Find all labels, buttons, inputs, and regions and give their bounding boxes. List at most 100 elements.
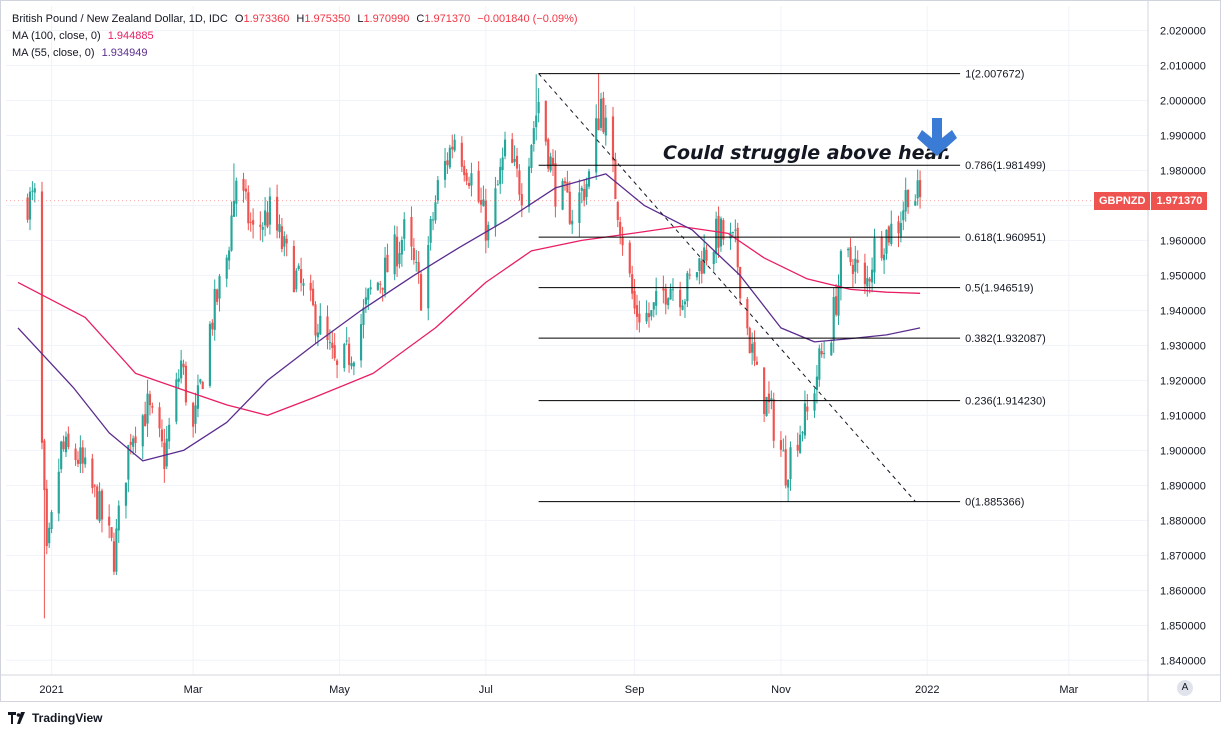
legend-close-label: C [416, 13, 425, 25]
candle-body [686, 273, 689, 302]
candle-body [815, 376, 818, 391]
candle-body [266, 212, 269, 227]
x-tick-label: Nov [771, 684, 791, 696]
ma55-legend: MA (55, close, 0) 1.934949 [12, 47, 148, 59]
brand-name: TradingView [32, 711, 103, 725]
symbol-legend: British Pound / New Zealand Dollar, 1D, … [12, 13, 578, 25]
candle-body [619, 221, 622, 236]
tradingview-footer: TradingView [8, 711, 102, 725]
candle-body [376, 282, 379, 290]
candle-body [359, 324, 363, 361]
candle-body [830, 342, 833, 356]
candle-body [602, 97, 605, 133]
candle-body [578, 192, 581, 224]
candle-body [477, 170, 480, 202]
candle-body [213, 288, 216, 330]
candle-body [117, 505, 120, 531]
candle-body [300, 269, 303, 284]
candle-body [527, 166, 531, 207]
y-tick-label: 1.980000 [1160, 165, 1206, 177]
auto-scale-button[interactable]: A [1177, 680, 1193, 696]
candle-body [746, 299, 749, 329]
candle-body [496, 184, 499, 186]
candle-body [302, 283, 305, 286]
candle-body [151, 405, 154, 408]
candle-body [400, 239, 403, 255]
candle-body [278, 224, 281, 233]
candle-body [184, 365, 188, 403]
candle-body [856, 259, 859, 263]
candle-body [26, 197, 29, 220]
candle-body [479, 200, 483, 205]
candle-body [695, 272, 699, 278]
price-tag-value: 1.971370 [1151, 191, 1208, 210]
legend-title: British Pound / New Zealand Dollar, 1D, … [12, 13, 228, 25]
candle-body [482, 199, 485, 207]
candle-body [571, 220, 574, 225]
candle-body [851, 264, 854, 274]
y-tick-label: 1.940000 [1160, 305, 1206, 317]
candle-body [863, 262, 866, 285]
candle-body [832, 296, 835, 342]
candle-body [91, 458, 94, 489]
candle-body [916, 180, 919, 199]
chart-border [0, 0, 1221, 702]
candle-body [146, 393, 149, 424]
candle-body [67, 433, 70, 448]
candle-body [283, 236, 286, 247]
candle-body [736, 227, 739, 268]
candle-body [398, 253, 401, 264]
y-tick-label: 1.870000 [1160, 550, 1206, 562]
candle-body [348, 343, 351, 366]
candle-body [820, 351, 823, 355]
candle-body [902, 210, 905, 221]
x-tick-label: Sep [625, 684, 645, 696]
candle-body [638, 313, 641, 323]
candle-body [669, 288, 672, 300]
candle-body [436, 180, 439, 201]
candle-body [57, 471, 60, 514]
candle-body [362, 307, 365, 325]
candle-body [208, 323, 212, 386]
candle-body [513, 158, 516, 162]
candle-body [434, 202, 437, 221]
candle-body [511, 139, 514, 163]
candle-body [873, 238, 876, 273]
candle-body [700, 260, 703, 274]
fib-level-label: 0.786(1.981499) [965, 160, 1046, 172]
candle-body [165, 438, 168, 467]
price-tag: GBPNZD 1.971370 [1094, 191, 1208, 210]
candle-body [883, 254, 886, 261]
candle-body [784, 449, 787, 486]
candle-body [647, 313, 651, 318]
candle-body [417, 262, 420, 273]
candle-body [549, 156, 552, 171]
y-tick-label: 1.960000 [1160, 235, 1206, 247]
candle-body [381, 287, 384, 290]
candle-body [487, 224, 490, 241]
candle-body [76, 459, 80, 464]
candle-body [698, 258, 701, 272]
candle-body [158, 407, 161, 429]
candle-body [799, 434, 802, 453]
candle-body [518, 170, 521, 195]
ma55-value: 1.934949 [101, 47, 148, 59]
candle-body [813, 393, 816, 411]
candle-body [108, 516, 111, 526]
legend-low-label: L [357, 13, 364, 25]
candle-body [451, 146, 454, 150]
price-tag-symbol: GBPNZD [1094, 191, 1151, 210]
candle-body [460, 142, 463, 167]
candle-body [182, 363, 185, 368]
candle-body [403, 219, 406, 239]
y-tick-label: 2.010000 [1160, 60, 1206, 72]
candle-body [751, 343, 754, 353]
candle-body [823, 352, 826, 354]
candle-body [904, 190, 907, 212]
candle-body [194, 405, 197, 424]
candle-body [74, 448, 77, 460]
candle-body [537, 101, 540, 114]
ma55-line [17, 173, 921, 462]
candle-body [333, 345, 336, 359]
